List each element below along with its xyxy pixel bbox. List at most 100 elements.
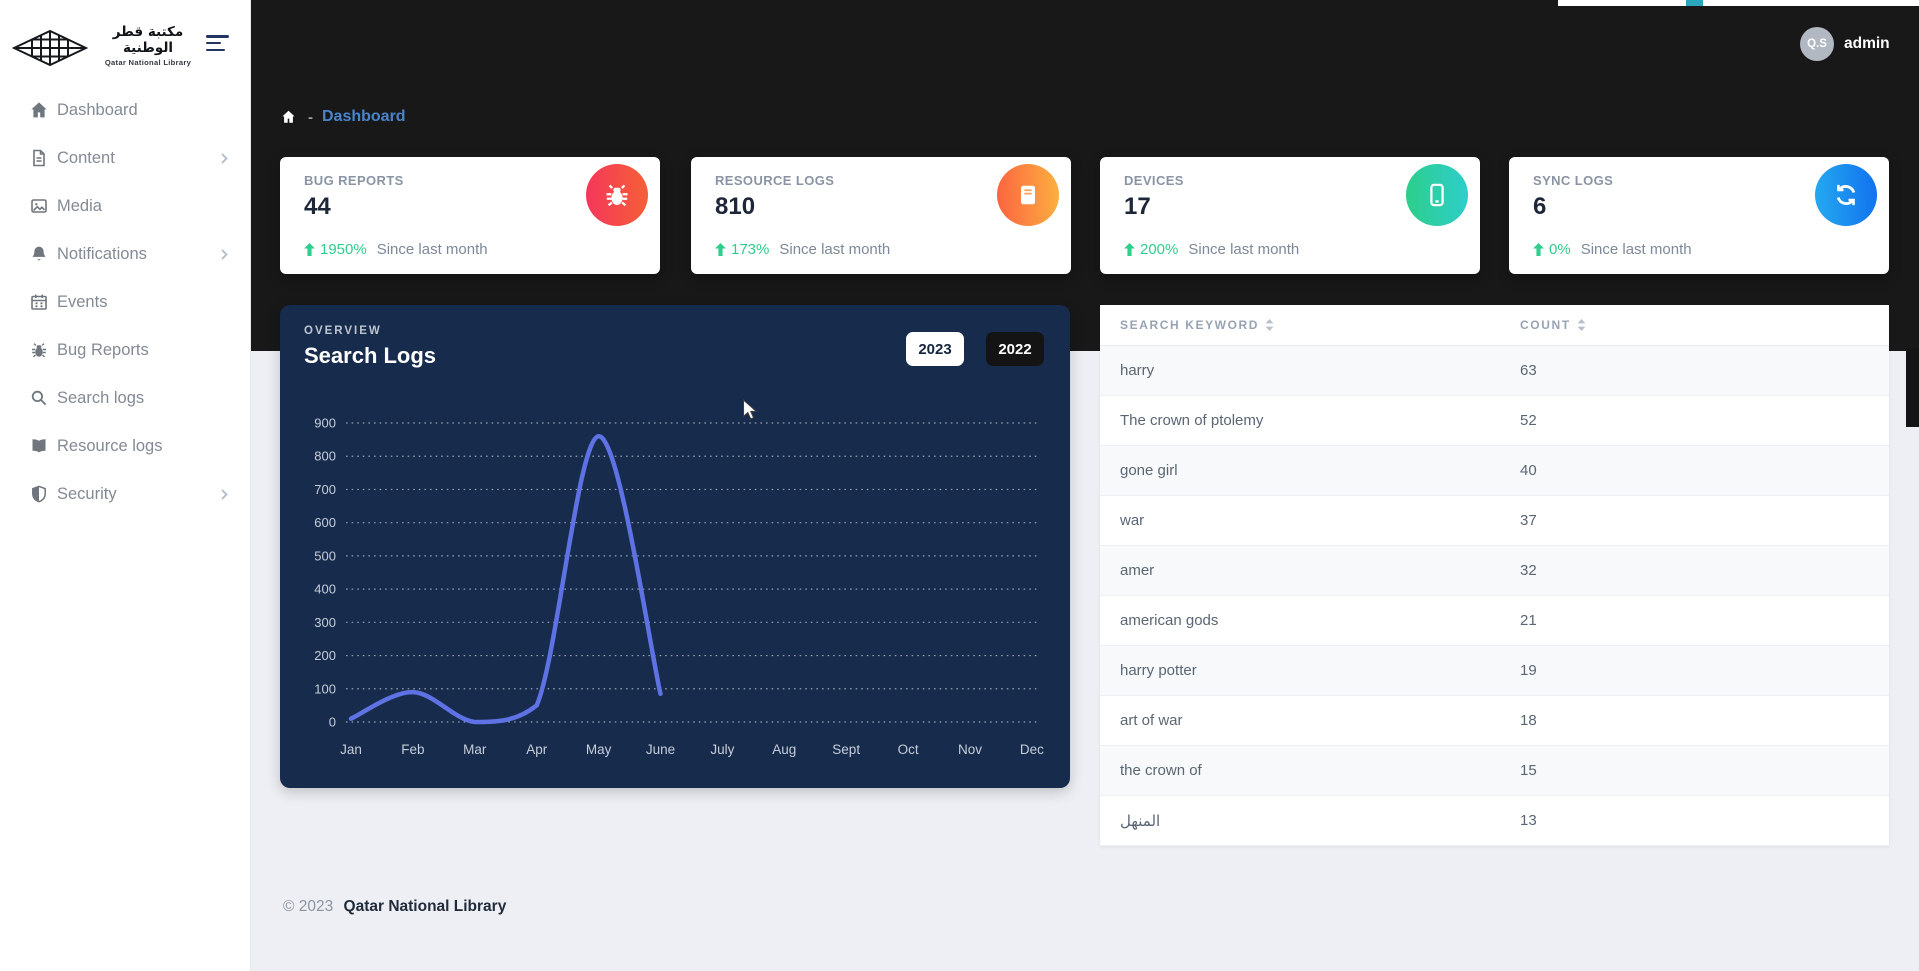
stat-card-devices: DEVICES 17 200% Since last month [1100, 157, 1480, 274]
sidebar-item-events[interactable]: Events [0, 278, 250, 326]
stat-card-delta: 1950% [320, 241, 367, 258]
stat-card-footer: 200% Since last month [1124, 241, 1299, 258]
x-axis-tick-label: July [710, 742, 734, 757]
y-axis-tick-label: 900 [314, 416, 336, 431]
sidebar-item-label: Search logs [57, 388, 145, 407]
stat-card-note: Since last month [1188, 241, 1300, 258]
keyword-cell: art of war [1120, 712, 1183, 729]
search-logs-chart-card: OVERVIEW Search Logs 2023 2022 0 100 200 30… [280, 305, 1070, 788]
sidebar-item-media[interactable]: Media [0, 182, 250, 230]
chart-kicker: OVERVIEW [304, 325, 382, 337]
arrow-up-icon [304, 243, 315, 256]
y-axis-tick-label: 200 [314, 648, 336, 663]
count-cell: 32 [1520, 562, 1537, 579]
sidebar-item-label: Resource logs [57, 436, 163, 455]
table-row: The crown of ptolemy 52 [1100, 396, 1889, 446]
footer-brand: Qatar National Library [343, 898, 507, 915]
shield-icon [29, 484, 49, 504]
breadcrumb-separator: - [308, 108, 313, 126]
x-axis-tick-label: Apr [526, 742, 548, 757]
breadcrumb: - Dashboard [280, 108, 406, 126]
book-icon [997, 164, 1059, 226]
scrollbar-thumb[interactable] [1906, 349, 1919, 427]
stat-card-title: DEVICES [1124, 173, 1184, 188]
sync-icon [1815, 164, 1877, 226]
home-icon[interactable] [280, 109, 297, 125]
year-button-2023[interactable]: 2023 [906, 332, 964, 366]
brand-text: مكتبة قطر الوطنية Qatar National Library [93, 24, 203, 67]
sidebar-item-label: Security [57, 484, 117, 503]
column-header-count[interactable]: Count [1520, 318, 1586, 332]
stat-card-title: BUG REPORTS [304, 173, 404, 188]
sidebar-item-bug-reports[interactable]: Bug Reports [0, 326, 250, 374]
sidebar-item-label: Content [57, 148, 115, 167]
qnl-logo-icon [12, 26, 88, 70]
y-axis-tick-label: 300 [314, 615, 336, 630]
avatar[interactable]: Q.S [1800, 27, 1834, 61]
count-cell: 52 [1520, 412, 1537, 429]
count-cell: 40 [1520, 462, 1537, 479]
book-icon [29, 436, 49, 456]
keyword-cell: The crown of ptolemy [1120, 412, 1264, 429]
y-axis-tick-label: 700 [314, 482, 336, 497]
sidebar-item-label: Media [57, 196, 102, 215]
calendar-icon [29, 292, 49, 312]
count-cell: 63 [1520, 362, 1537, 379]
sidebar-toggle-icon[interactable] [206, 35, 232, 55]
y-axis-tick-label: 500 [314, 548, 336, 563]
x-axis-tick-label: Nov [958, 742, 982, 757]
sidebar-nav: Dashboard Content Media Notifications Events… [0, 86, 250, 518]
top-strip-marker [1686, 0, 1703, 6]
sidebar-item-label: Notifications [57, 244, 147, 263]
sidebar-item-dashboard[interactable]: Dashboard [0, 86, 250, 134]
stat-card-value: 810 [715, 193, 756, 220]
stat-card-delta: 200% [1140, 241, 1179, 258]
user-name: admin [1844, 35, 1890, 52]
sidebar-item-notifications[interactable]: Notifications [0, 230, 250, 278]
search-icon [29, 388, 49, 408]
sidebar-item-label: Events [57, 292, 108, 311]
stat-card-sync-logs: SYNC LOGS 6 0% Since last month [1509, 157, 1889, 274]
x-axis-tick-label: Dec [1020, 742, 1044, 757]
x-axis-tick-label: Mar [463, 742, 487, 757]
brand-logo-row: مكتبة قطر الوطنية Qatar National Library [0, 0, 250, 92]
chart-line-series-2023 [348, 434, 663, 725]
sidebar-item-content[interactable]: Content [0, 134, 250, 182]
table-row: the crown of 15 [1100, 746, 1889, 796]
sort-icon [1577, 319, 1586, 331]
stat-card-resource-logs: RESOURCE LOGS 810 173% Since last month [691, 157, 1071, 274]
user-menu[interactable]: Q.S admin [1800, 25, 1890, 63]
x-axis-tick-label: Jan [340, 742, 362, 757]
table-header-row: Search Keyword Count [1100, 305, 1889, 346]
chevron-right-icon [221, 153, 228, 164]
stat-card-footer: 173% Since last month [715, 241, 890, 258]
table-row: harry potter 19 [1100, 646, 1889, 696]
footer: © 2023 Qatar National Library [283, 898, 506, 916]
x-axis-tick-label: Sept [832, 742, 860, 757]
column-header-search-keyword[interactable]: Search Keyword [1100, 318, 1520, 332]
x-axis-tick-label: June [646, 742, 675, 757]
footer-copyright: © 2023 [283, 898, 334, 915]
breadcrumb-current[interactable]: Dashboard [322, 108, 406, 125]
table-row: harry 63 [1100, 346, 1889, 396]
keyword-cell: harry [1120, 362, 1155, 379]
keyword-cell: amer [1120, 562, 1155, 579]
chevron-right-icon [221, 489, 228, 500]
stat-card-bug-reports: BUG REPORTS 44 1950% Since last month [280, 157, 660, 274]
brand-name-arabic: مكتبة قطر الوطنية [112, 24, 184, 56]
sidebar-item-search-logs[interactable]: Search logs [0, 374, 250, 422]
bug-icon [29, 340, 49, 360]
mouse-cursor [742, 399, 760, 421]
sidebar-item-resource-logs[interactable]: Resource logs [0, 422, 250, 470]
stat-card-title: SYNC LOGS [1533, 173, 1614, 188]
search-keyword-table: Search Keyword Count harry 63 The crown of… [1100, 305, 1889, 846]
table-row: war 37 [1100, 496, 1889, 546]
stat-card-title: RESOURCE LOGS [715, 173, 835, 188]
sidebar-item-label: Bug Reports [57, 340, 149, 359]
table-row: american gods 21 [1100, 596, 1889, 646]
year-button-2022[interactable]: 2022 [986, 332, 1044, 366]
y-axis-tick-label: 0 [329, 715, 336, 730]
top-strip [1558, 0, 1919, 6]
stat-card-note: Since last month [779, 241, 891, 258]
sidebar-item-security[interactable]: Security [0, 470, 250, 518]
